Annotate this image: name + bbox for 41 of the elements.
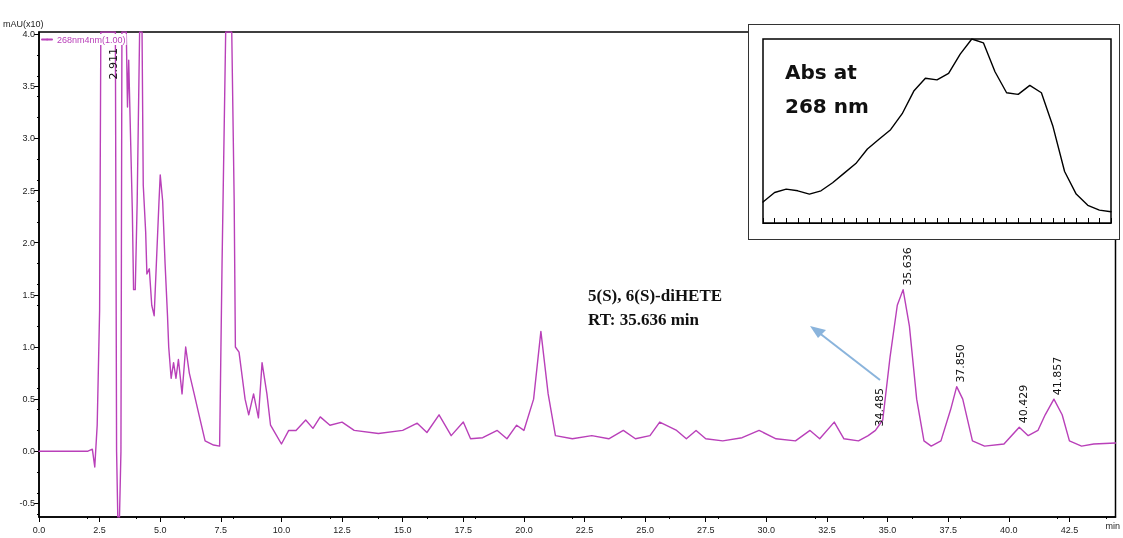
x-tick-label: 10.0 <box>272 524 291 535</box>
y-tick-label: 2.0 <box>22 237 35 248</box>
x-tick-label: 32.5 <box>818 524 836 535</box>
x-tick-label: 2.5 <box>93 524 106 535</box>
x-tick-label: 35.0 <box>878 524 897 535</box>
y-tick-label: 1.5 <box>22 289 35 300</box>
y-tick-label: 4.0 <box>22 29 35 40</box>
x-tick-label: 20.0 <box>515 524 533 535</box>
y-tick-label: -0.5 <box>19 498 35 509</box>
x-tick-label: 0.0 <box>32 524 46 535</box>
y-tick-label: 0.0 <box>22 446 35 457</box>
x-tick-label: 5.0 <box>153 524 167 535</box>
annotation: Abs at <box>785 59 858 86</box>
annotation: 2.911 <box>107 48 121 80</box>
annotation: 41.857 <box>1051 356 1065 396</box>
annotation: 268 nm <box>785 93 869 120</box>
annotation: 37.850 <box>954 344 968 383</box>
x-tick-label: 42.5 <box>1060 524 1079 535</box>
x-tick-label: 7.5 <box>214 524 228 535</box>
y-tick-label: 0.5 <box>22 394 35 405</box>
x-tick-label: 27.5 <box>696 524 715 535</box>
x-tick-label: 15.0 <box>393 524 412 535</box>
x-tick-label: 12.5 <box>333 524 351 535</box>
x-axis-title: min <box>1105 520 1121 531</box>
x-tick-label: 25.0 <box>636 524 654 535</box>
y-tick-label: 1.0 <box>22 341 35 352</box>
x-tick-label: 22.5 <box>575 524 594 535</box>
y-tick-label: 3.5 <box>22 81 35 92</box>
x-tick-label: 17.5 <box>454 524 473 535</box>
legend-label: 268nm4nm(1.00) <box>57 34 126 45</box>
annotation: RT: 35.636 min <box>588 309 700 331</box>
x-tick-label: 30.0 <box>757 524 776 535</box>
annotation: 35.636 <box>900 247 914 286</box>
x-tick-label: 37.5 <box>939 524 957 535</box>
annotation: 5(S), 6(S)-diHETE <box>588 285 723 307</box>
y-tick-label: 3.0 <box>22 133 35 144</box>
y-axis-title: mAU(x10) <box>3 18 44 29</box>
annotation: 34.485 <box>872 387 886 427</box>
y-tick-label: 2.5 <box>22 185 35 196</box>
annotation: 40.429 <box>1016 384 1030 424</box>
x-tick-label: 40.0 <box>1000 524 1018 535</box>
